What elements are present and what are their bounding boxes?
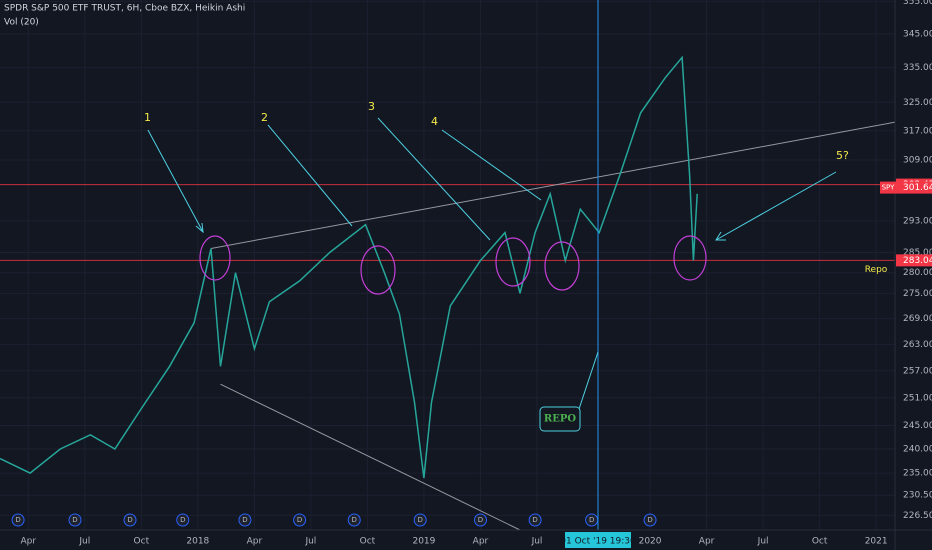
price-line (0, 55, 698, 479)
dividend-marker (293, 513, 307, 527)
x-tick-label: Apr (20, 537, 36, 547)
dividend-marker (473, 513, 487, 527)
trendline (210, 121, 896, 249)
annotation: 3 (368, 100, 375, 113)
ticker: SPY (882, 184, 896, 192)
y-tick-label: 275.00 (903, 289, 932, 299)
x-tick-label: Jul (78, 537, 90, 547)
dividend-label: D (532, 516, 537, 524)
annotation: 4 (431, 115, 438, 128)
callout: REPO (544, 414, 576, 425)
annotation: 5? (836, 149, 849, 162)
dividend-label: D (417, 516, 422, 524)
x-tick-label: 2018 (186, 537, 209, 547)
y-tick-label: 263.00 (903, 340, 932, 350)
y-tick-label: 240.00 (903, 445, 932, 455)
dividend-marker (238, 513, 252, 527)
dividend-marker (68, 513, 82, 527)
y-tick-label: 309.00 (903, 156, 932, 166)
dividend-marker (123, 513, 137, 527)
y-tick-label: 355.00 (903, 0, 932, 7)
y-tick-label: 235.00 (903, 469, 932, 479)
ticker-box (880, 181, 896, 194)
dividend-label: D (15, 516, 20, 524)
level-label-box (896, 254, 932, 267)
callout-box (539, 406, 581, 432)
y-tick-label: 269.00 (903, 314, 932, 324)
dividend-marker (528, 513, 542, 527)
y-tick-label: 230.50 (903, 491, 932, 501)
dividend-label: D (589, 516, 594, 524)
annotation: 1 (144, 111, 151, 124)
x-tick-label: Oct (360, 537, 376, 547)
x-tick-label: 2021 (865, 537, 888, 547)
y-tick-label: 245.00 (903, 421, 932, 431)
dividend-marker (347, 513, 361, 527)
dividend-label: D (352, 516, 357, 524)
x-tick-label: Apr (699, 537, 715, 547)
y-tick-label: 280.00 (903, 268, 932, 278)
y-tick-label: 226.50 (903, 511, 932, 521)
dividend-label: D (647, 516, 652, 524)
last-price-box (896, 181, 932, 194)
x-tick-label: Apr (247, 537, 263, 547)
axes: 355.00 345.00 335.00 325.00 317.00 309.00 293.… (20, 0, 932, 547)
cursor-label: 01 Oct '19 19:30 (560, 537, 636, 547)
y-tick-label: 257.00 (903, 366, 932, 376)
dividend-label: D (478, 516, 483, 524)
level-label: 283.04 (903, 256, 932, 266)
y-tick-label: 293.00 (903, 216, 932, 226)
x-tick-label: 2020 (639, 537, 662, 547)
x-tick-label: Jul (531, 537, 543, 547)
x-tick-label: Apr (473, 537, 489, 547)
y-tick-label: 345.00 (903, 29, 932, 39)
x-tick-label: 2019 (412, 537, 435, 547)
x-tick-label: Jul (304, 537, 316, 547)
x-tick-label: Oct (812, 537, 828, 547)
trendline (220, 383, 521, 531)
level-note: Repo (865, 265, 888, 275)
title: SPDR S&P 500 ETF TRUST, 6H, Cboe BZX, He… (4, 4, 245, 14)
x-tick-label: Jul (757, 537, 769, 547)
dividend-marker (643, 513, 657, 527)
y-tick-label: 325.00 (903, 98, 932, 108)
dividend-marker (413, 513, 427, 527)
dividend-label: D (297, 516, 302, 524)
dividend-label: D (242, 516, 247, 524)
cursor-label-box (565, 532, 631, 548)
y-tick-label: 335.00 (903, 63, 932, 73)
y-tick-label: 285.00 (903, 248, 932, 258)
dividend-marker (11, 513, 25, 527)
annotation: 2 (261, 111, 268, 124)
dividend-label: D (127, 516, 132, 524)
dividend-marker (176, 513, 190, 527)
circles (199, 235, 707, 295)
last-price: 301.64 (903, 183, 932, 193)
y-tick-label: 251.00 (903, 393, 932, 403)
dividend-label: D (180, 516, 185, 524)
y-tick-label: 317.00 (903, 126, 932, 136)
dividend-label: D (72, 516, 77, 524)
x-tick-label: Oct (134, 537, 150, 547)
subtitle: Vol (20) (4, 18, 39, 28)
